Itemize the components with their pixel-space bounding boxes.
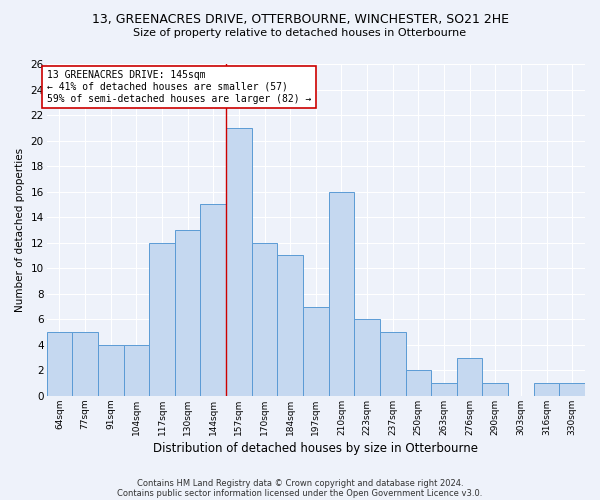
Bar <box>303 306 329 396</box>
Text: Contains HM Land Registry data © Crown copyright and database right 2024.: Contains HM Land Registry data © Crown c… <box>137 478 463 488</box>
Bar <box>277 256 303 396</box>
Bar <box>482 383 508 396</box>
Y-axis label: Number of detached properties: Number of detached properties <box>15 148 25 312</box>
Text: 13, GREENACRES DRIVE, OTTERBOURNE, WINCHESTER, SO21 2HE: 13, GREENACRES DRIVE, OTTERBOURNE, WINCH… <box>91 12 509 26</box>
Bar <box>251 242 277 396</box>
Bar <box>406 370 431 396</box>
Bar <box>380 332 406 396</box>
Bar <box>149 242 175 396</box>
Bar <box>72 332 98 396</box>
Text: 13 GREENACRES DRIVE: 145sqm
← 41% of detached houses are smaller (57)
59% of sem: 13 GREENACRES DRIVE: 145sqm ← 41% of det… <box>47 70 311 104</box>
Bar <box>175 230 200 396</box>
Text: Contains public sector information licensed under the Open Government Licence v3: Contains public sector information licen… <box>118 488 482 498</box>
Bar <box>226 128 251 396</box>
Bar <box>534 383 559 396</box>
Bar <box>559 383 585 396</box>
Bar <box>47 332 72 396</box>
Bar <box>354 320 380 396</box>
Bar <box>124 345 149 396</box>
Bar <box>329 192 354 396</box>
Bar <box>431 383 457 396</box>
Bar <box>457 358 482 396</box>
Text: Size of property relative to detached houses in Otterbourne: Size of property relative to detached ho… <box>133 28 467 38</box>
Bar <box>98 345 124 396</box>
X-axis label: Distribution of detached houses by size in Otterbourne: Distribution of detached houses by size … <box>153 442 478 455</box>
Bar <box>200 204 226 396</box>
